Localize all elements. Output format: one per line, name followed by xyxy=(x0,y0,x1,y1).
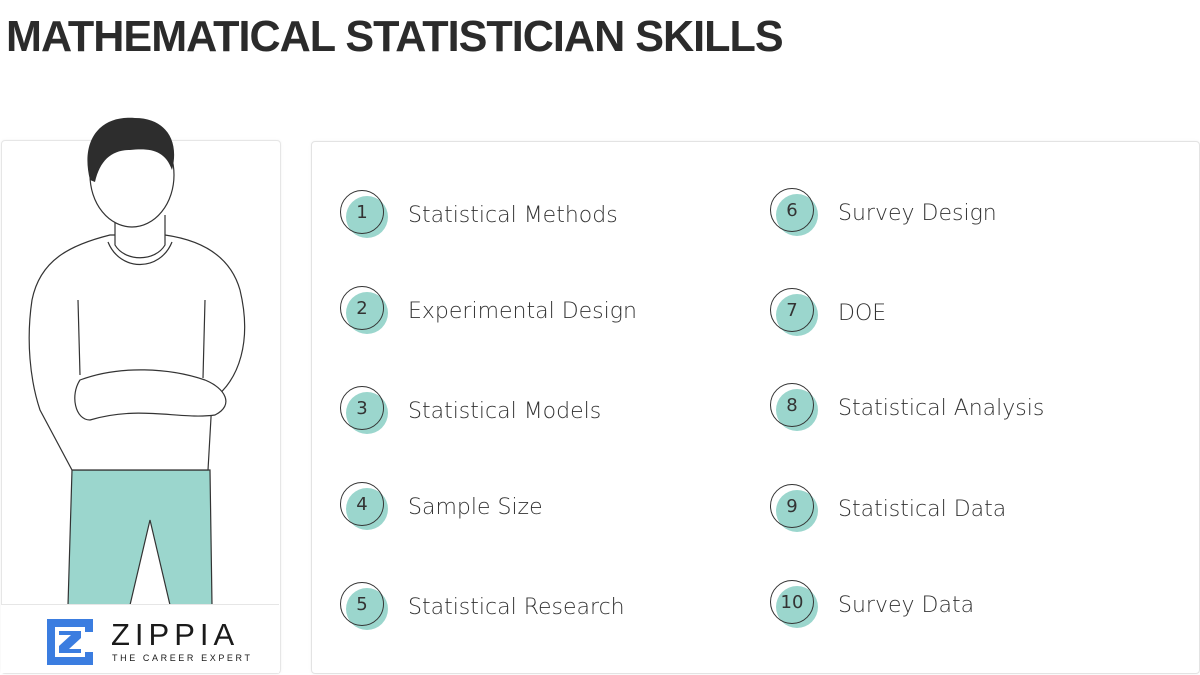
skill-number: 8 xyxy=(770,383,814,427)
number-badge: 6 xyxy=(770,188,820,238)
skill-label: Sample Size xyxy=(408,494,543,520)
skill-item: 9 Statistical Data xyxy=(770,484,1006,534)
skill-number: 6 xyxy=(770,188,814,232)
number-badge: 4 xyxy=(340,482,390,532)
skill-item: 1 Statistical Methods xyxy=(340,190,618,240)
brand-name: ZIPPIA xyxy=(111,617,240,652)
skill-label: Statistical Methods xyxy=(408,202,618,228)
skill-number: 1 xyxy=(340,190,384,234)
number-badge: 1 xyxy=(340,190,390,240)
number-badge: 2 xyxy=(340,286,390,336)
number-badge: 8 xyxy=(770,383,820,433)
skill-label: Statistical Research xyxy=(408,594,625,620)
skill-number: 9 xyxy=(770,484,814,528)
skill-label: Experimental Design xyxy=(408,298,637,324)
skill-item: 7 DOE xyxy=(770,288,886,338)
number-badge: 5 xyxy=(340,582,390,632)
skill-number: 4 xyxy=(340,482,384,526)
skill-label: Statistical Analysis xyxy=(838,395,1045,421)
skill-number: 2 xyxy=(340,286,384,330)
skill-label: DOE xyxy=(838,300,887,326)
skill-item: 6 Survey Design xyxy=(770,188,997,238)
brand-footer: ZIPPIA THE CAREER EXPERT xyxy=(1,604,279,673)
number-badge: 7 xyxy=(770,288,820,338)
number-badge: 9 xyxy=(770,484,820,534)
skill-item: 2 Experimental Design xyxy=(340,286,637,336)
skill-item: 5 Statistical Research xyxy=(340,582,625,632)
skill-item: 10 Survey Data xyxy=(770,580,974,630)
skill-item: 3 Statistical Models xyxy=(340,386,601,436)
number-badge: 10 xyxy=(770,580,820,630)
skill-number: 7 xyxy=(770,288,814,332)
skill-label: Statistical Data xyxy=(838,496,1007,522)
skill-label: Statistical Models xyxy=(408,398,602,424)
skill-label: Survey Data xyxy=(838,592,975,618)
skill-number: 10 xyxy=(770,580,814,624)
skills-card xyxy=(311,141,1200,674)
zippia-logo-icon xyxy=(47,619,93,665)
person-illustration xyxy=(28,117,246,605)
brand-tagline: THE CAREER EXPERT xyxy=(112,653,253,663)
skill-label: Survey Design xyxy=(838,200,997,226)
skill-number: 5 xyxy=(340,582,384,626)
skill-number: 3 xyxy=(340,386,384,430)
skill-item: 4 Sample Size xyxy=(340,482,543,532)
page-title: MATHEMATICAL STATISTICIAN SKILLS xyxy=(6,12,784,61)
number-badge: 3 xyxy=(340,386,390,436)
skill-item: 8 Statistical Analysis xyxy=(770,383,1044,433)
